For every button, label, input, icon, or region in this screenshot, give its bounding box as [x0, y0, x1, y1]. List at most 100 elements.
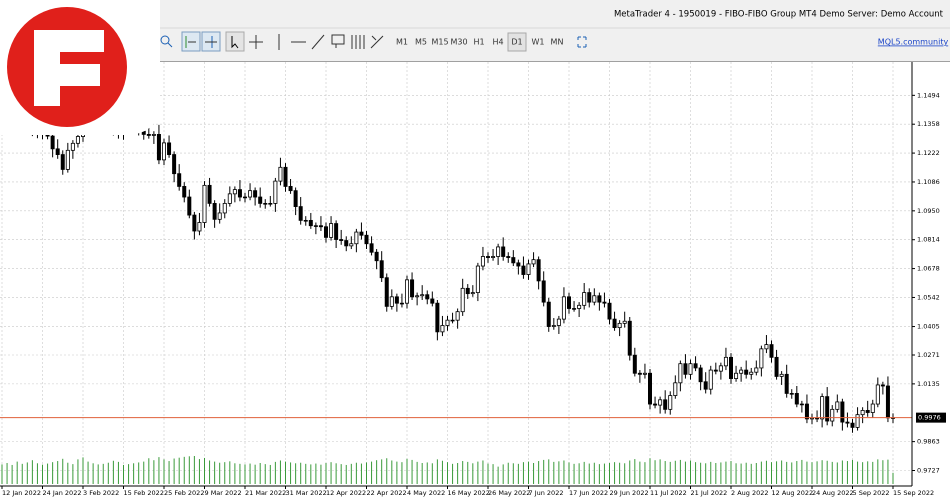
candle-body [227, 193, 232, 204]
candle-body [870, 403, 875, 413]
volume-bar [426, 462, 428, 484]
candle-body [820, 396, 825, 420]
candle-body [541, 280, 546, 303]
timeframe-button[interactable]: M30 [450, 38, 467, 47]
chart-area: 1.1494 1.1358 1.1222 1.1086 1.0950 1.0814 1.06… [0, 62, 946, 497]
candle-body [749, 371, 754, 375]
candle-body [521, 265, 526, 275]
volume-bar [173, 458, 175, 484]
volume-bar [538, 461, 540, 484]
volume-bar [411, 459, 413, 484]
timeframe-button[interactable]: D1 [511, 38, 522, 47]
candle-body [612, 318, 617, 329]
crosshair-button[interactable] [249, 35, 263, 49]
volume-bar [254, 464, 256, 484]
y-tick-label: 1.0542 [917, 293, 940, 301]
volume-bar [431, 463, 433, 484]
cursor-button[interactable] [225, 31, 245, 52]
volume-bar [563, 460, 565, 484]
timeframe-button[interactable]: M15 [431, 38, 448, 47]
tools-button[interactable] [370, 35, 384, 49]
candle-body [161, 142, 166, 161]
candle-body [485, 256, 490, 258]
volume-bar [801, 459, 803, 484]
timeframe-button[interactable]: M1 [396, 38, 408, 47]
volume-bar [350, 463, 352, 484]
volume-bar [340, 464, 342, 484]
volume-bar [821, 460, 823, 484]
candle-body [70, 142, 75, 151]
volume-bar [522, 462, 524, 484]
volume-bar [624, 463, 626, 484]
timeframe-button[interactable]: W1 [532, 38, 545, 47]
candle-body [860, 410, 865, 416]
candle-body [668, 395, 673, 410]
volume-bar [882, 460, 884, 484]
volume-bar [92, 463, 94, 484]
candle-body [308, 219, 313, 227]
candle-body [799, 403, 804, 406]
candle-body [156, 134, 161, 161]
y-tick-label: 1.0135 [917, 380, 940, 388]
candle-body [794, 393, 799, 405]
timeframe-button[interactable]: H4 [492, 38, 503, 47]
candle-body [561, 296, 566, 320]
candle-body [268, 203, 273, 205]
volume-bar [386, 458, 388, 484]
candle-body [582, 292, 587, 306]
candle-body [850, 422, 855, 428]
candle-body [384, 277, 389, 307]
volume-bar [102, 463, 104, 484]
volume-bar [36, 463, 38, 484]
volume-bar [725, 461, 727, 484]
candle-body [602, 301, 607, 304]
trendline-button[interactable] [311, 34, 325, 50]
volume-bar [345, 464, 347, 484]
volume-bar [700, 462, 702, 484]
candle-body [50, 135, 55, 150]
x-tick-label: 24 Jan 2022 [43, 489, 82, 497]
x-tick-label: 7 Jun 2022 [529, 489, 564, 497]
logo-letter [34, 30, 104, 106]
volume-bar [239, 463, 241, 484]
candle-body [688, 363, 693, 375]
timeframe-button[interactable]: M5 [415, 38, 427, 47]
x-tick-label: 26 May 2022 [488, 489, 530, 497]
candle-body [764, 344, 769, 350]
community-link[interactable]: MQL5.community [878, 38, 949, 47]
candle-body [556, 318, 561, 326]
candle-body [349, 243, 354, 247]
zoom-out-button[interactable] [160, 35, 173, 48]
timeframe-button[interactable]: MN [551, 38, 564, 47]
volume-bar [107, 462, 109, 484]
current-price-label: 0.9976 [918, 414, 941, 422]
volume-bar [148, 458, 150, 484]
y-tick-label: 1.1358 [917, 120, 940, 128]
autoscroll-button[interactable] [201, 31, 221, 52]
candle-body [288, 186, 293, 192]
volume-bar [614, 462, 616, 484]
volume-bar [21, 463, 23, 484]
candle-body [658, 399, 663, 406]
candle-body [855, 414, 860, 428]
volume-bar [740, 463, 742, 484]
chart-shift-button[interactable] [181, 31, 201, 52]
volume-bar [396, 461, 398, 484]
x-tick-label: 24 Aug 2022 [812, 489, 854, 497]
volume-bar [679, 459, 681, 484]
candle-body [293, 190, 298, 207]
fibo-button[interactable] [351, 35, 365, 49]
candle-body [865, 410, 870, 413]
volume-bar [776, 461, 778, 484]
volume-bar [77, 459, 79, 484]
volume-bar [11, 464, 13, 484]
volume-bar [436, 459, 438, 484]
timeframe-button[interactable]: H1 [473, 38, 484, 47]
volume-bar [669, 461, 671, 484]
x-tick-label: 12 Aug 2022 [772, 489, 814, 497]
text-button[interactable] [331, 34, 345, 48]
volume-bar [806, 461, 808, 484]
fullscreen-button[interactable] [577, 36, 587, 48]
volume-bar [57, 461, 59, 484]
candle-body [789, 393, 794, 395]
